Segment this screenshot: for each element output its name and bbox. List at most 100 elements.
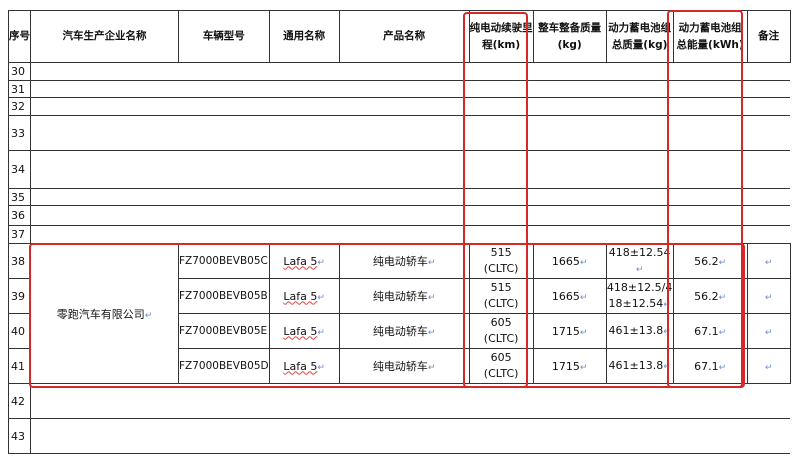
redacted-cell: [747, 80, 791, 98]
header-product: 产品名称: [338, 10, 470, 63]
return-mark: ↵: [317, 257, 325, 268]
header-range: 纯电动续驶里程(km): [468, 10, 534, 63]
redacted-cell: [747, 418, 791, 454]
range-cell: 605 (CLTC): [468, 313, 534, 349]
redacted-cell: [673, 115, 748, 151]
redacted-cell: [673, 225, 748, 244]
redacted-cell: [469, 188, 534, 206]
redacted-cell: [673, 205, 748, 226]
return-mark: ↵: [764, 327, 773, 338]
redacted-cell: [747, 205, 791, 226]
redacted-cell: [269, 115, 340, 151]
common-cell: Lafa 5↵: [268, 313, 340, 349]
battery-mass-cell: 461±13.8↵: [605, 348, 674, 384]
common-name: Lafa 5: [283, 359, 318, 373]
redacted-cell: [269, 62, 340, 81]
redacted-cell: [339, 115, 470, 151]
header-no: 序号: [8, 10, 31, 63]
return-mark: ↵: [579, 362, 588, 373]
battery-mass-value: 418±12.5/418±12.54: [606, 280, 673, 310]
battery-mass-value: 461±13.8: [608, 323, 664, 337]
battery-mass-cell: 418±12.5/418±12.54↵: [605, 278, 674, 314]
return-mark: ↵: [764, 257, 773, 268]
redacted-cell: [339, 62, 470, 81]
blurred-row: 30: [8, 62, 791, 81]
redacted-cell: [606, 225, 674, 244]
header-company: 汽车生产企业名称: [30, 10, 179, 63]
energy-value: 67.1: [694, 359, 719, 373]
curb-value: 1665: [551, 289, 580, 303]
redacted-cell: [606, 205, 674, 226]
redacted-cell: [747, 62, 791, 81]
blurred-row: 43: [8, 418, 791, 454]
range-standard: (CLTC): [483, 262, 519, 275]
redacted-cell: [747, 188, 791, 206]
common-name: Lafa 5: [283, 324, 318, 338]
redacted-cell: [533, 115, 607, 151]
blurred-row: 36: [8, 205, 791, 226]
redacted-cell: [30, 383, 179, 419]
header-row: 序号 汽车生产企业名称 车辆型号 通用名称 产品名称 纯电动续驶里程(km) 整…: [8, 10, 791, 63]
redacted-cell: [469, 205, 534, 226]
curb-cell: 1665↵: [532, 278, 607, 314]
row-number: 42: [8, 383, 31, 419]
redacted-cell: [339, 418, 470, 454]
redacted-cell: [30, 418, 179, 454]
redacted-cell: [339, 97, 470, 116]
range-cell: 515 (CLTC): [468, 278, 534, 314]
redacted-cell: [533, 150, 607, 189]
redacted-cell: [30, 62, 179, 81]
redacted-cell: [533, 188, 607, 206]
return-mark: ↵: [144, 310, 153, 321]
redacted-cell: [606, 97, 674, 116]
return-mark: ↵: [663, 361, 671, 372]
redacted-cell: [747, 115, 791, 151]
redacted-cell: [606, 115, 674, 151]
header-remark: 备注: [746, 10, 791, 63]
redacted-cell: [469, 225, 534, 244]
blurred-row: 37: [8, 225, 791, 244]
redacted-cell: [469, 80, 534, 98]
range-standard: (CLTC): [483, 332, 519, 345]
redacted-cell: [339, 150, 470, 189]
redacted-cell: [269, 418, 340, 454]
row-number: 31: [8, 80, 31, 98]
product-name: 纯电动轿车: [372, 325, 428, 338]
product-cell: 纯电动轿车↵: [338, 348, 470, 384]
redacted-cell: [178, 97, 270, 116]
redacted-cell: [269, 225, 340, 244]
return-mark: ↵: [579, 257, 588, 268]
range-value: 515: [490, 246, 512, 259]
return-mark: ↵: [764, 292, 773, 303]
redacted-cell: [533, 97, 607, 116]
redacted-cell: [673, 97, 748, 116]
battery-mass-cell: 418±12.54 ↵: [605, 243, 674, 279]
redacted-cell: [747, 150, 791, 189]
redacted-cell: [606, 150, 674, 189]
redacted-cell: [178, 383, 270, 419]
return-mark: ↵: [427, 293, 436, 303]
return-mark: ↵: [663, 299, 671, 310]
redacted-cell: [178, 115, 270, 151]
redacted-cell: [339, 383, 470, 419]
model-cell: FZ7000BEVB05D: [178, 348, 270, 384]
redacted-cell: [606, 62, 674, 81]
redacted-cell: [673, 150, 748, 189]
remark-cell: ↵: [746, 278, 791, 314]
return-mark: ↵: [427, 328, 436, 338]
common-name: Lafa 5: [283, 289, 318, 303]
redacted-cell: [30, 205, 179, 226]
redacted-cell: [269, 80, 340, 98]
redacted-cell: [30, 188, 179, 206]
curb-value: 1665: [551, 254, 580, 268]
common-name: Lafa 5: [283, 254, 318, 268]
energy-value: 67.1: [694, 324, 719, 338]
header-battery-mass: 动力蓄电池组总质量(kg): [605, 10, 674, 63]
header-battery-energy: 动力蓄电池组总能量(kWh): [672, 10, 748, 63]
table-row: 39 FZ7000BEVB05B Lafa 5↵ 纯电动轿车↵ 515 (CLTC)…: [8, 278, 791, 314]
product-name: 纯电动轿车: [372, 360, 428, 373]
redacted-cell: [469, 418, 534, 454]
energy-value: 56.2: [694, 289, 719, 303]
vehicle-table: 序号 汽车生产企业名称 车辆型号 通用名称 产品名称 纯电动续驶里程(km) 整…: [8, 10, 791, 454]
model-cell: FZ7000BEVB05E: [178, 313, 270, 349]
